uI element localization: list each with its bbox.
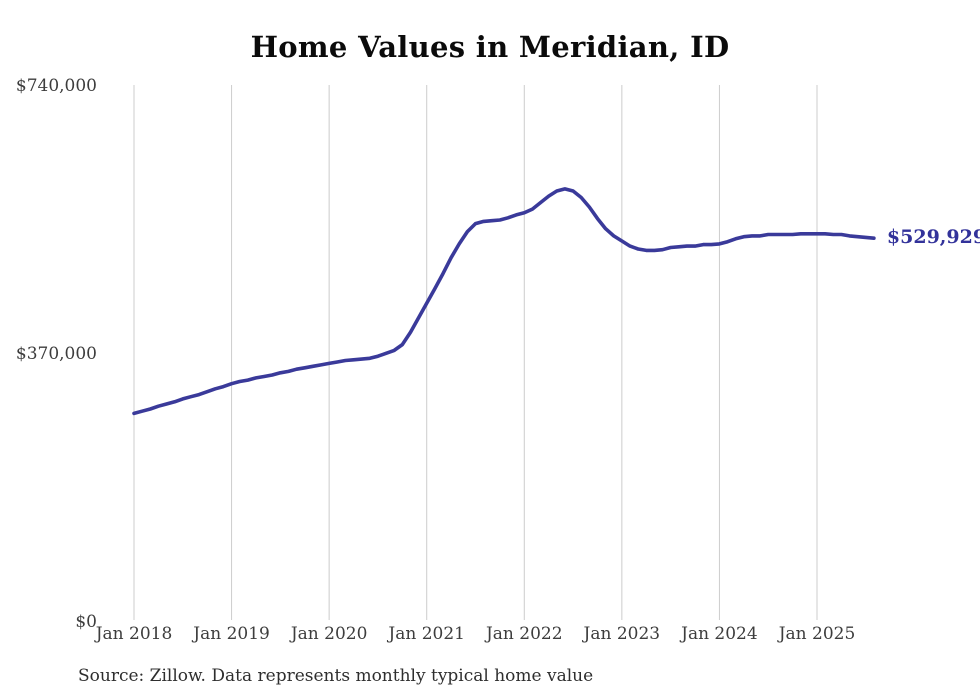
- x-axis-tick-label: Jan 2023: [583, 624, 661, 644]
- y-axis-tick-label: $740,000: [15, 76, 97, 96]
- home-value-line: [132, 187, 876, 416]
- source-note: Source: Zillow. Data represents monthly …: [78, 666, 594, 686]
- x-axis-tick-label: Jan 2020: [290, 624, 368, 644]
- x-axis-tick-label: Jan 2025: [778, 624, 856, 644]
- x-axis-tick-label: Jan 2021: [388, 624, 465, 644]
- x-axis-tick-label: Jan 2022: [485, 624, 563, 644]
- y-axis-tick-label: $0: [75, 612, 97, 632]
- chart-title: Home Values in Meridian, ID: [250, 30, 730, 64]
- x-axis-tick-label: Jan 2019: [193, 624, 270, 644]
- y-axis-tick-label: $370,000: [15, 344, 97, 364]
- x-axis-tick-label: Jan 2018: [95, 624, 173, 644]
- x-axis-tick-label: Jan 2024: [681, 624, 758, 644]
- current-value-label: $529,929: [886, 226, 980, 249]
